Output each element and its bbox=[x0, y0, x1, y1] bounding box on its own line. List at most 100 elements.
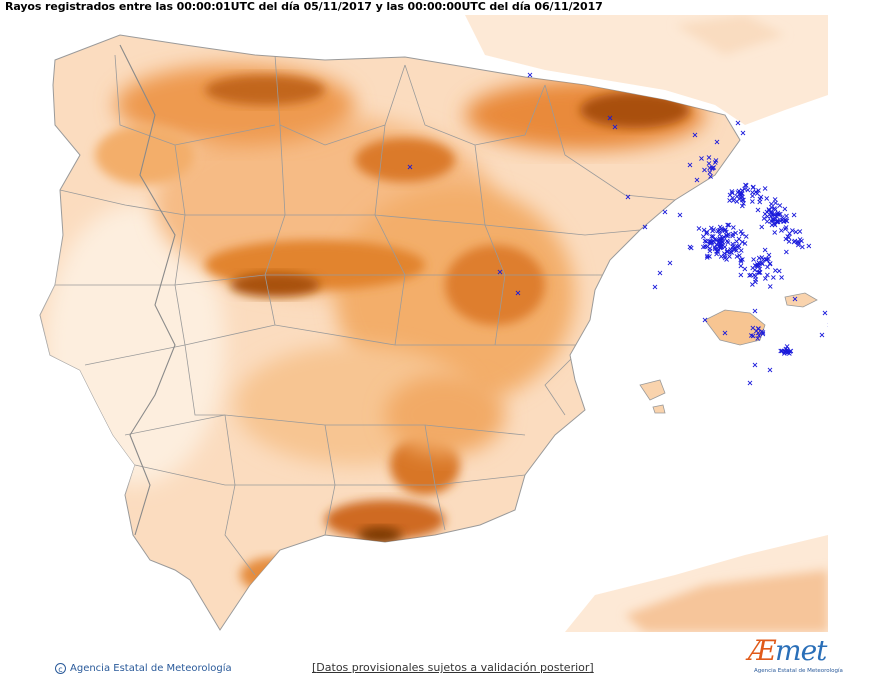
lightning-marker: × bbox=[775, 210, 782, 219]
lightning-marker: × bbox=[718, 252, 725, 261]
lightning-marker: × bbox=[783, 223, 790, 232]
lightning-marker: × bbox=[781, 349, 788, 358]
lightning-marker: × bbox=[765, 255, 772, 264]
lightning-marker: × bbox=[791, 210, 798, 219]
lightning-marker: × bbox=[762, 246, 769, 255]
lightning-marker: × bbox=[740, 129, 747, 138]
lightning-marker: × bbox=[706, 164, 713, 173]
lightning-marker: × bbox=[716, 242, 723, 251]
lightning-marker: × bbox=[738, 227, 745, 236]
lightning-marker: × bbox=[762, 274, 769, 283]
lightning-marker: × bbox=[756, 254, 763, 263]
lightning-marker: × bbox=[712, 158, 719, 167]
lightning-marker: × bbox=[748, 270, 755, 279]
lightning-marker: × bbox=[737, 271, 744, 280]
lightning-marker: × bbox=[730, 244, 737, 253]
lightning-marker: × bbox=[652, 283, 659, 292]
lightning-marker: × bbox=[743, 232, 750, 241]
aemet-logo: Æmet Agencia Estatal de Meteorología bbox=[748, 634, 843, 680]
lightning-marker: × bbox=[712, 235, 719, 244]
lightning-marker: × bbox=[767, 260, 774, 269]
lightning-marker: × bbox=[662, 208, 669, 217]
lightning-marker: × bbox=[625, 193, 632, 202]
lightning-marker: × bbox=[738, 246, 745, 255]
lightning-marker: × bbox=[702, 242, 709, 251]
disclaimer-link[interactable]: [Datos provisionales sujetos a validació… bbox=[312, 661, 594, 674]
lightning-marker: × bbox=[713, 156, 720, 165]
lightning-marker: × bbox=[727, 248, 734, 257]
lightning-marker: × bbox=[735, 187, 742, 196]
lightning-marker: × bbox=[753, 187, 760, 196]
lightning-marker: × bbox=[772, 198, 779, 207]
lightning-marker: × bbox=[782, 204, 789, 213]
lightning-marker: × bbox=[724, 232, 731, 241]
lightning-marker: × bbox=[771, 219, 778, 228]
lightning-marker: × bbox=[722, 329, 729, 338]
lightning-marker: × bbox=[774, 217, 781, 226]
lightning-marker: × bbox=[760, 328, 767, 337]
lightning-marker: × bbox=[724, 220, 731, 229]
lightning-marker: × bbox=[717, 235, 724, 244]
lightning-marker: × bbox=[701, 226, 708, 235]
lightning-marker: × bbox=[724, 248, 731, 257]
lightning-marker: × bbox=[756, 198, 763, 207]
lightning-marker: × bbox=[772, 195, 779, 204]
lightning-marker: × bbox=[701, 165, 708, 174]
lightning-marker: × bbox=[755, 268, 762, 277]
lightning-marker: × bbox=[759, 327, 766, 336]
lightning-marker: × bbox=[718, 243, 725, 252]
lightning-marker: × bbox=[708, 224, 715, 233]
lightning-marker: × bbox=[767, 282, 774, 291]
lightning-marker: × bbox=[729, 193, 736, 202]
lightning-marker: × bbox=[805, 242, 812, 251]
lightning-marker: × bbox=[799, 242, 806, 251]
lightning-marker: × bbox=[738, 257, 745, 266]
lightning-marker: × bbox=[753, 262, 760, 271]
lightning-marker: × bbox=[753, 275, 760, 284]
lightning-marker: × bbox=[764, 263, 771, 272]
lightning-marker: × bbox=[718, 224, 725, 233]
lightning-marker: × bbox=[724, 237, 731, 246]
lightning-marker: × bbox=[734, 252, 741, 261]
lightning-marker: × bbox=[707, 244, 714, 253]
lightning-marker: × bbox=[717, 236, 724, 245]
lightning-marker: × bbox=[750, 183, 757, 192]
lightning-marker: × bbox=[757, 195, 764, 204]
lightning-marker: × bbox=[710, 237, 717, 246]
lightning-marker: × bbox=[751, 271, 758, 280]
lightning-marker: × bbox=[713, 236, 720, 245]
lightning-marker: × bbox=[739, 196, 746, 205]
lightning-marker: × bbox=[733, 237, 740, 246]
lightning-marker: × bbox=[729, 230, 736, 239]
lightning-marker: × bbox=[777, 216, 784, 225]
lightning-marker: × bbox=[755, 258, 762, 267]
lightning-marker: × bbox=[767, 259, 774, 268]
lightning-marker: × bbox=[746, 271, 753, 280]
lightning-marker: × bbox=[770, 210, 777, 219]
lightning-marker: × bbox=[527, 71, 534, 80]
lightning-marker: × bbox=[759, 259, 766, 268]
lightning-marker: × bbox=[719, 226, 726, 235]
lightning-marker: × bbox=[797, 235, 804, 244]
lightning-marker: × bbox=[783, 348, 790, 357]
lightning-marker: × bbox=[759, 329, 766, 338]
lightning-marker: × bbox=[739, 202, 746, 211]
lightning-marker: × bbox=[767, 366, 774, 375]
agency-credit: c Agencia Estatal de Meteorología bbox=[55, 663, 232, 674]
lightning-marker: × bbox=[755, 186, 762, 195]
lightning-marker: × bbox=[761, 214, 768, 223]
lightning-marker: × bbox=[726, 252, 733, 261]
lightning-marker: × bbox=[725, 221, 732, 230]
lightning-marker: × bbox=[715, 245, 722, 254]
lightning-marker: × bbox=[721, 251, 728, 260]
lightning-marker: × bbox=[796, 227, 803, 236]
agency-name: Agencia Estatal de Meteorología bbox=[70, 663, 232, 674]
lightning-marker: × bbox=[791, 237, 798, 246]
lightning-marker: × bbox=[764, 207, 771, 216]
lightning-marker: × bbox=[717, 240, 724, 249]
lightning-marker: × bbox=[740, 196, 747, 205]
lightning-marker: × bbox=[770, 216, 777, 225]
lightning-marker: × bbox=[723, 255, 730, 264]
lightning-marker: × bbox=[755, 325, 762, 334]
lightning-marker: × bbox=[703, 237, 710, 246]
